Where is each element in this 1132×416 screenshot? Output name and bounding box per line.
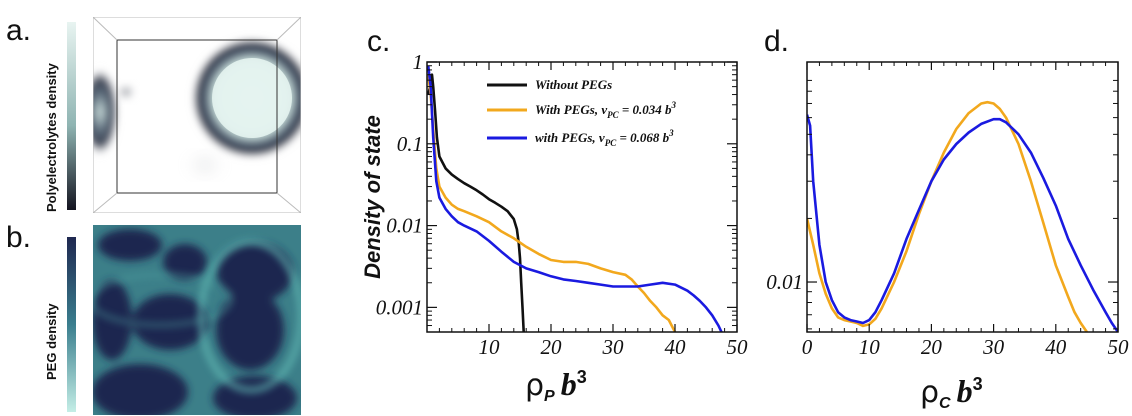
chart-c-legend: Without PEGs With PEGs, vPC = 0.034 b3 wit… <box>487 77 677 148</box>
chart-c-ytick-label: 1 <box>413 50 424 74</box>
legend-entry-blue: with PEGs, vPC = 0.068 b3 <box>535 128 674 148</box>
chart-c-series-blue <box>427 65 723 332</box>
chart-d-series-blue <box>807 114 1118 332</box>
chart-d: 0 10 20 30 40 50 0.01 ρC b3 <box>766 61 1130 412</box>
colorbar-a <box>67 22 76 210</box>
chart-d-frame <box>806 61 1119 333</box>
chart-c-ytick-label: 0.001 <box>376 295 423 319</box>
chart-c-xlabel: ρP b3 <box>525 366 587 405</box>
chart-c-ticks: 10 20 30 40 50 1 0.1 0.01 0.001 <box>376 50 748 359</box>
peg-density-render <box>93 225 301 415</box>
legend-entry-black: Without PEGs <box>535 77 612 92</box>
chart-c-series-black <box>427 73 525 332</box>
colorbar-b-label: PEG density <box>44 303 59 380</box>
panel-label-c: c. <box>367 25 390 58</box>
chart-d-xtick-label: 10 <box>859 335 881 359</box>
chart-c-xtick-label: 30 <box>602 335 625 359</box>
pe-density-render <box>93 17 301 213</box>
chart-d-xtick-label: 50 <box>1108 335 1130 359</box>
chart-c-xtick-label: 50 <box>727 335 749 359</box>
chart-c: 10 20 30 40 50 1 0.1 0.01 0.001 Density of state… <box>360 50 748 405</box>
chart-d-ytick-label: 0.01 <box>766 270 803 294</box>
panel-label-a: a. <box>6 14 31 47</box>
chart-c-lines <box>427 65 723 332</box>
chart-d-xtick-label: 40 <box>1045 335 1067 359</box>
chart-c-ytick-label: 0.01 <box>386 214 423 238</box>
chart-c-ytick-label: 0.1 <box>397 132 423 156</box>
colorbar-a-label: Polyelectrolytes density <box>44 62 59 212</box>
chart-c-frame <box>426 61 738 333</box>
chart-d-lines <box>807 100 1118 332</box>
panel-label-d: d. <box>764 25 789 58</box>
colorbar-b <box>67 237 76 412</box>
legend-entry-orange: With PEGs, vPC = 0.034 b3 <box>535 100 677 120</box>
chart-c-xtick-label: 40 <box>665 335 687 359</box>
chart-d-xlabel: ρC b3 <box>920 373 983 412</box>
chart-d-xtick-label: 30 <box>982 335 1005 359</box>
chart-d-xtick-label: 0 <box>802 335 813 359</box>
panel-label-b: b. <box>6 221 31 254</box>
chart-c-xtick-label: 20 <box>541 335 563 359</box>
chart-c-ylabel: Density of state <box>360 115 385 279</box>
chart-d-xtick-label: 20 <box>921 335 943 359</box>
chart-c-xtick-label: 10 <box>479 335 501 359</box>
chart-c-series-orange <box>427 74 677 332</box>
